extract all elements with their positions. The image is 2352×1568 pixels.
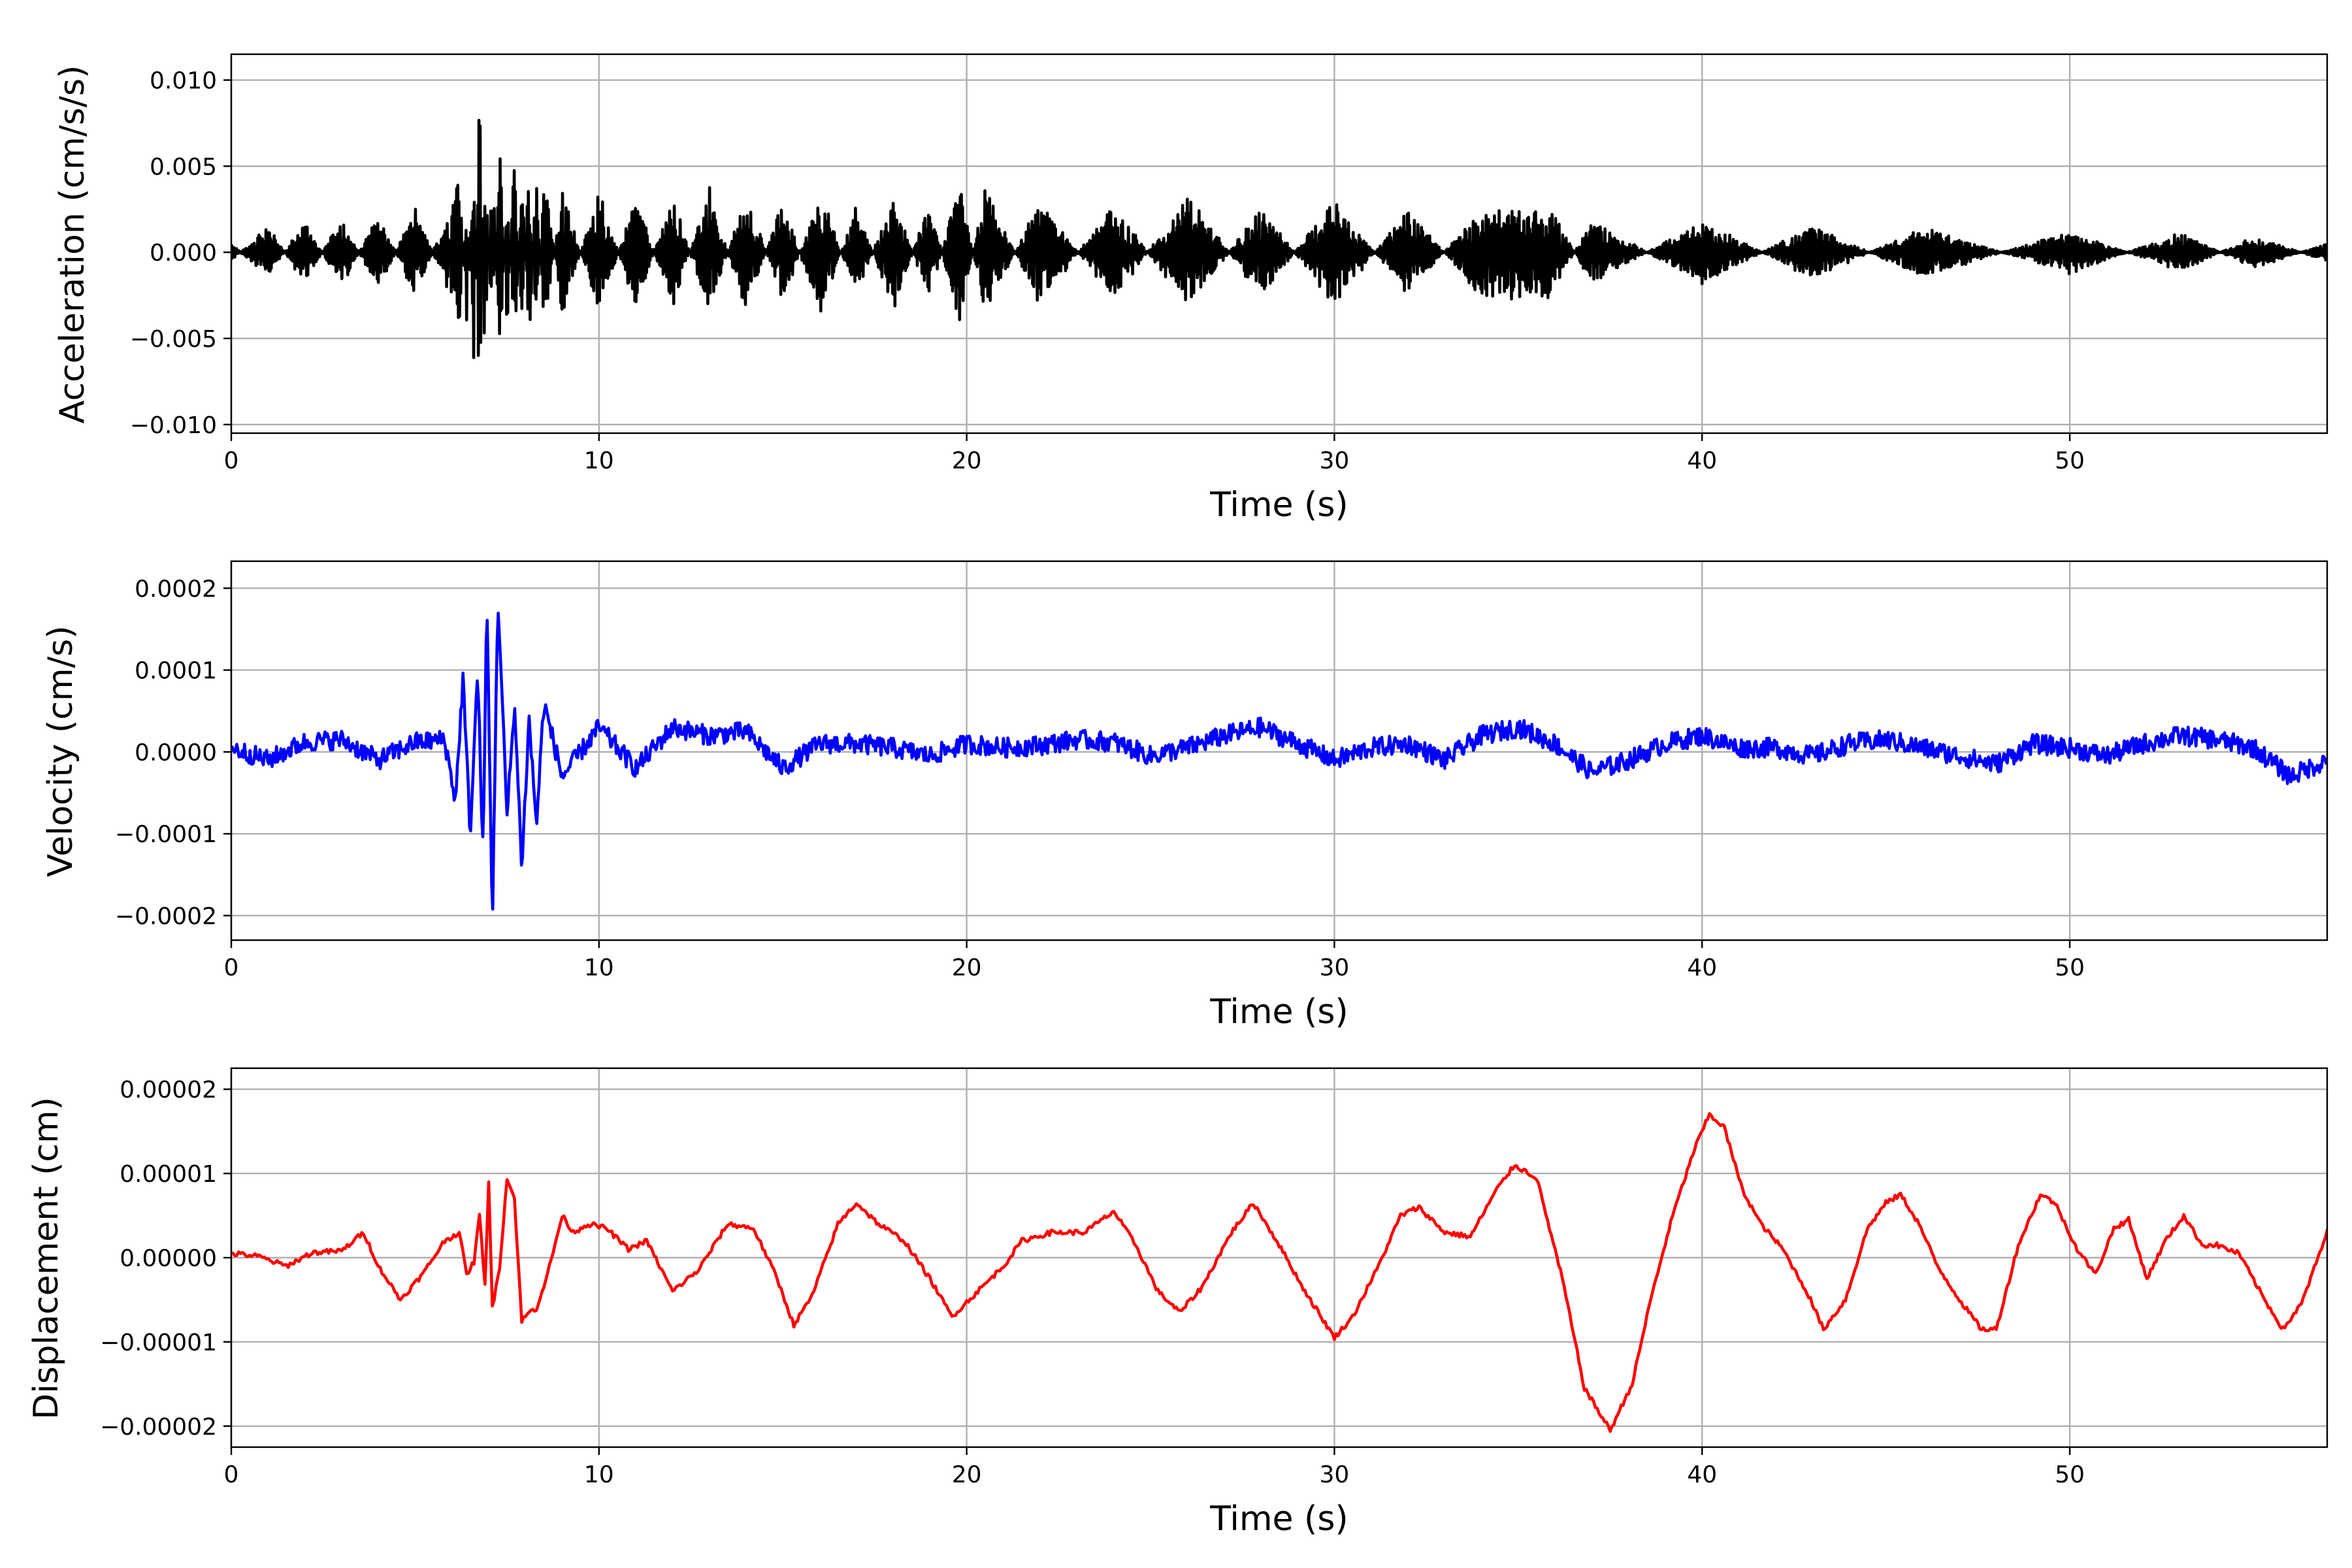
acceleration-trace [231, 118, 2327, 359]
displacement-ytick-label: 0.00000 [120, 1245, 217, 1272]
acceleration-xtick-label: 0 [224, 448, 239, 474]
displacement-xtick-label: 0 [224, 1462, 239, 1488]
acceleration-xlabel: Time (s) [1209, 485, 1348, 525]
displacement-xtick-label: 40 [1687, 1462, 1717, 1488]
velocity-xlabel: Time (s) [1209, 992, 1348, 1032]
displacement-ylabel: Displacement (cm) [27, 1097, 66, 1420]
velocity-ytick-label: 0.0002 [135, 576, 217, 602]
acceleration-ytick-label: −0.010 [130, 412, 217, 439]
displacement-xtick-label: 30 [1320, 1462, 1350, 1488]
velocity-xtick-label: 10 [584, 955, 614, 981]
acceleration-ytick-label: 0.010 [150, 68, 217, 95]
displacement-ytick-label: 0.00001 [120, 1161, 217, 1188]
velocity-xtick-label: 50 [2055, 955, 2085, 981]
velocity-trace [231, 612, 2327, 911]
velocity-xtick-label: 30 [1320, 955, 1350, 981]
acceleration-axes-frame [230, 53, 2328, 434]
acceleration-xtick-label: 40 [1687, 448, 1717, 474]
displacement-ytick-label: −0.00002 [100, 1414, 217, 1441]
acceleration-ytick-label: 0.005 [150, 154, 217, 180]
velocity-xtick-label: 20 [952, 955, 982, 981]
acceleration-ytick-label: −0.005 [130, 326, 217, 353]
acceleration-xtick-label: 50 [2055, 448, 2085, 474]
acceleration-xtick-label: 30 [1320, 448, 1350, 474]
velocity-ytick-label: −0.0002 [115, 903, 217, 930]
acceleration-xtick-label: 20 [952, 448, 982, 474]
displacement-xtick-label: 20 [952, 1462, 982, 1488]
velocity-panel: Velocity (cm/s) Time (s) 0 10 20 30 40 50 −0.0… [41, 560, 2328, 1032]
velocity-ytick-label: 0.0001 [135, 658, 217, 685]
acceleration-xtick-label: 10 [584, 448, 614, 474]
velocity-ytick-label: −0.0001 [115, 821, 217, 848]
displacement-panel: Displacement (cm) Time (s) 0 10 20 30 40 50 −0… [27, 1067, 2328, 1539]
velocity-xtick-label: 40 [1687, 955, 1717, 981]
displacement-xtick-label: 50 [2055, 1462, 2085, 1488]
velocity-ylabel: Velocity (cm/s) [41, 626, 80, 877]
acceleration-ytick-label: 0.000 [150, 240, 217, 267]
acceleration-ylabel: Acceleration (cm/s/s) [53, 65, 92, 424]
displacement-xtick-label: 10 [584, 1462, 614, 1488]
displacement-ytick-label: −0.00001 [100, 1330, 217, 1356]
displacement-ytick-label: 0.00002 [120, 1077, 217, 1103]
displacement-xlabel: Time (s) [1209, 1499, 1348, 1539]
velocity-ytick-label: 0.0000 [135, 740, 217, 766]
velocity-axes-frame [230, 560, 2328, 941]
acceleration-panel: Acceleration (cm/s/s) Time (s) 0 10 20 30 40… [53, 53, 2328, 525]
displacement-trace [231, 1112, 2327, 1433]
velocity-xtick-label: 0 [224, 955, 239, 981]
